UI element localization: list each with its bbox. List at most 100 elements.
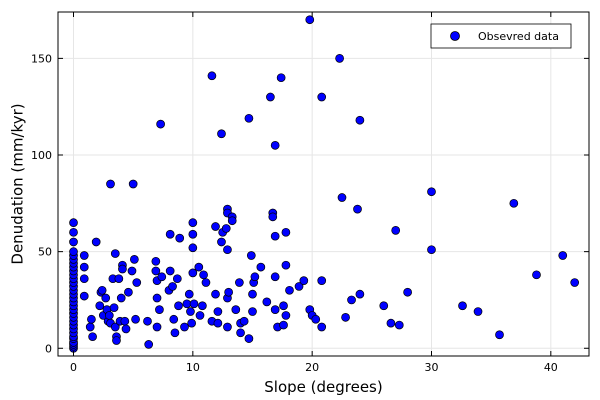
data-point	[106, 179, 115, 189]
data-point	[299, 276, 309, 285]
data-point	[266, 92, 275, 102]
data-point	[262, 297, 272, 307]
data-point	[182, 299, 192, 309]
data-point	[211, 289, 220, 299]
data-point	[109, 303, 119, 313]
legend-label: Obsevred data	[478, 30, 559, 43]
data-point	[121, 324, 131, 334]
data-point	[217, 237, 226, 247]
data-point	[188, 229, 198, 239]
axis-ticks: 0 10 20 30 40 0 50 100 150	[31, 12, 589, 374]
data-point	[180, 322, 189, 332]
data-point	[198, 301, 207, 311]
data-point	[458, 301, 467, 311]
x-tick-label: 20	[305, 361, 319, 374]
data-point	[156, 119, 165, 129]
data-point	[201, 278, 211, 287]
data-point	[118, 264, 127, 274]
data-point	[211, 222, 220, 231]
data-point	[256, 262, 266, 272]
data-point	[120, 316, 130, 326]
data-point	[110, 249, 120, 258]
data-point	[341, 312, 350, 322]
data-point	[268, 212, 278, 222]
data-point	[172, 274, 182, 284]
data-point	[386, 318, 396, 328]
data-point	[85, 322, 95, 332]
data-point	[270, 140, 280, 150]
data-point	[250, 272, 260, 282]
data-point	[169, 314, 179, 324]
data-point	[221, 224, 231, 233]
data-point	[95, 301, 105, 311]
data-point	[532, 270, 541, 280]
data-point	[224, 287, 233, 297]
data-point	[124, 287, 133, 297]
data-point	[276, 73, 286, 83]
data-point	[305, 15, 315, 25]
data-point	[355, 115, 365, 125]
data-point	[69, 237, 78, 247]
data-point	[270, 272, 280, 282]
data-point	[170, 328, 180, 338]
data-point	[244, 113, 254, 123]
data-point	[223, 245, 232, 255]
data-point	[317, 322, 327, 332]
data-point	[207, 71, 217, 81]
x-axis-title: Slope (degrees)	[264, 378, 382, 396]
data-point	[347, 295, 356, 305]
data-point	[101, 293, 111, 303]
data-point	[97, 285, 107, 295]
data-point	[155, 305, 164, 314]
data-point	[317, 276, 327, 285]
data-point	[279, 320, 288, 330]
data-point	[188, 218, 198, 228]
x-tick-label: 30	[424, 361, 438, 374]
data-point	[239, 316, 249, 326]
legend-marker	[450, 31, 460, 41]
data-point	[335, 54, 344, 63]
data-point	[69, 227, 78, 237]
data-point	[151, 256, 161, 266]
data-point	[236, 328, 245, 338]
data-point	[186, 307, 195, 316]
data-point	[165, 266, 175, 276]
data-point	[104, 311, 114, 320]
data-point	[194, 262, 204, 272]
data-point	[558, 251, 568, 260]
data-point	[570, 278, 580, 287]
data-point	[189, 299, 199, 309]
data-point	[217, 129, 226, 139]
data-point	[248, 307, 257, 316]
data-point	[130, 255, 139, 264]
data-point	[244, 334, 254, 343]
grid-lines	[58, 12, 589, 356]
data-point	[379, 301, 389, 311]
x-tick-label: 0	[70, 361, 77, 374]
data-point	[128, 179, 138, 189]
data-point	[285, 285, 294, 295]
data-point	[188, 268, 198, 278]
data-point	[294, 282, 304, 291]
plot-frame	[57, 11, 590, 357]
data-point	[151, 266, 161, 276]
y-tick-label: 150	[31, 52, 52, 65]
data-point	[79, 251, 89, 260]
data-point	[427, 245, 436, 255]
data-point	[223, 322, 232, 332]
data-point	[391, 226, 401, 235]
data-point	[213, 318, 223, 328]
data-point	[248, 289, 257, 299]
data-point	[152, 322, 162, 332]
data-point	[69, 218, 78, 228]
data-point	[110, 322, 120, 332]
data-point	[175, 233, 185, 243]
data-point	[174, 301, 183, 311]
data-point	[152, 293, 162, 303]
y-axis-title: Denudation (mm/kyr)	[9, 103, 27, 264]
data-point	[144, 340, 154, 349]
data-point	[168, 282, 177, 291]
data-point	[281, 311, 291, 320]
y-tick-label: 50	[38, 246, 52, 259]
